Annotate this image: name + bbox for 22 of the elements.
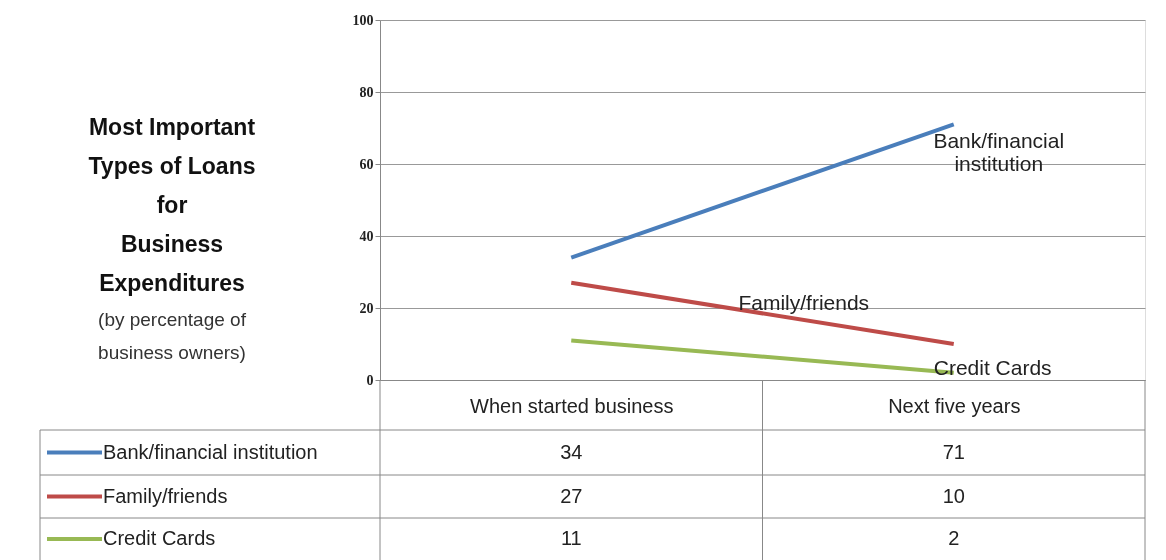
y-tick-label: 20 xyxy=(359,300,374,316)
data-label: 11 xyxy=(560,527,582,549)
text: Credit Cards xyxy=(933,355,1052,379)
text: Family/friends xyxy=(738,291,870,314)
data-label: 27 xyxy=(560,484,583,507)
text: (by percentage of business owners) xyxy=(98,309,247,363)
text: Bank/financial institution xyxy=(933,129,1065,176)
legend-label: Bank/financial institution xyxy=(103,440,318,463)
data-label: 10 xyxy=(942,484,965,507)
y-tick-label: 80 xyxy=(359,84,374,100)
x-tick-label: When started business xyxy=(470,394,674,417)
text: Most Important Types of Loans for Business Expenditures xyxy=(88,114,256,296)
legend-label: Family/friends xyxy=(103,484,228,507)
data-label: 34 xyxy=(560,440,583,463)
data-label: 71 xyxy=(942,440,965,463)
y-tick-label: 60 xyxy=(359,156,374,172)
legend-label: Credit Cards xyxy=(103,527,216,549)
y-tick-label: 0 xyxy=(366,372,374,388)
y-tick-label: 40 xyxy=(359,228,374,244)
data-label: 2 xyxy=(948,527,960,549)
y-tick-label: 100 xyxy=(352,12,374,28)
x-tick-label: Next five years xyxy=(888,394,1021,417)
